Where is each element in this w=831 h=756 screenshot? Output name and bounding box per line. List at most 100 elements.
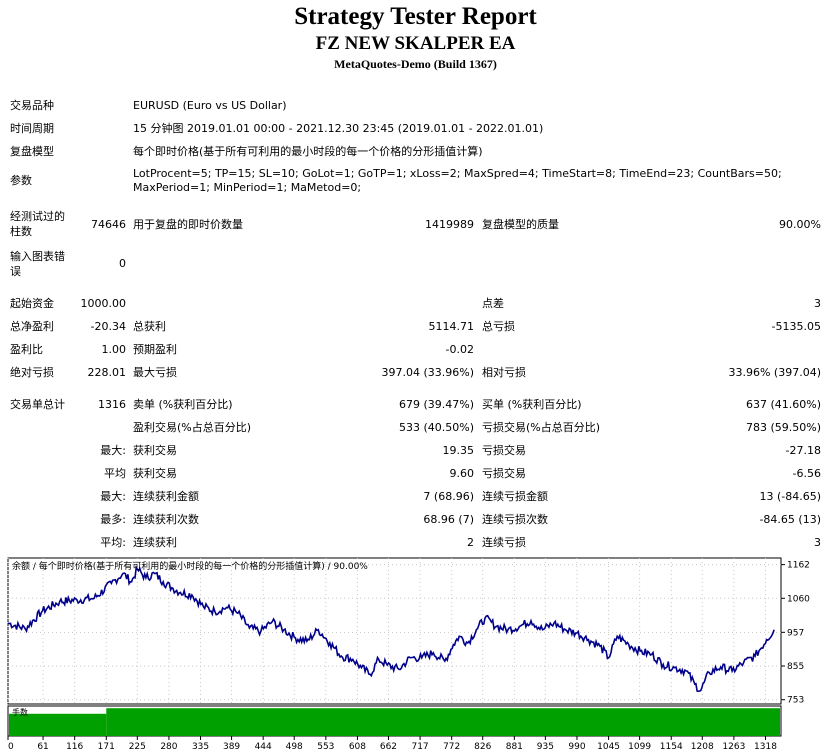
max-drawdown-label: 最大亏损: [133, 366, 177, 379]
x-tick-label: 935: [537, 742, 554, 752]
largest-loss-value: -27.18: [785, 444, 821, 457]
spread-value: 3: [814, 297, 821, 310]
bars-label-2: 柱数: [10, 225, 32, 238]
x-tick-label: 444: [255, 742, 272, 752]
x-tick-label: 225: [129, 742, 146, 752]
x-tick-label: 116: [66, 742, 83, 752]
y-tick-label: 753: [787, 696, 804, 706]
report-title: Strategy Tester Report: [294, 3, 537, 30]
spread-label: 点差: [482, 297, 504, 310]
x-tick-label: 1318: [754, 742, 777, 752]
largest-loss-label: 亏损交易: [482, 444, 526, 457]
y-tick-label: 855: [787, 662, 804, 672]
average-loss-label: 亏损交易: [482, 467, 526, 480]
server-build: MetaQuotes-Demo (Build 1367): [334, 57, 497, 71]
balance-series-line: [7, 565, 775, 693]
x-tick-label: 498: [286, 742, 303, 752]
max-drawdown-value: 397.04 (33.96%): [381, 366, 474, 379]
period-value: 15 分钟图 2019.01.01 00:00 - 2021.12.30 23:…: [133, 122, 544, 135]
consecutive-loss-amount-value: -84.65 (13): [759, 513, 821, 526]
x-tick-label: 881: [506, 742, 523, 752]
expected-payoff-label: 预期盈利: [133, 343, 177, 356]
ticks-value: 1419989: [425, 218, 474, 231]
y-tick-label: 1060: [787, 594, 810, 604]
consecutive-loss-amount-label: 连续亏损次数: [482, 513, 548, 526]
x-tick-label: 335: [192, 742, 209, 752]
bars-value: 74646: [91, 218, 126, 231]
average-consecutive-label: 平均:: [100, 536, 126, 549]
x-tick-label: 608: [349, 742, 366, 752]
consecutive-losses-value: 13 (-84.65): [759, 490, 821, 503]
maximal-label: 最多:: [100, 513, 126, 526]
y-tick-label: 1162: [787, 561, 810, 571]
quality-value: 90.00%: [779, 218, 821, 231]
long-positions-value: 637 (41.60%): [745, 398, 821, 411]
rel-drawdown-value: 33.96% (397.04): [728, 366, 821, 379]
long-positions-label: 买单 (%获利百分比): [482, 398, 582, 411]
x-axis: 0 61 116 171 225 280 335 389 444 498 553 608 662 717 7…: [7, 736, 777, 752]
x-tick-label: 826: [474, 742, 491, 752]
params-line-1: LotProcent=5; TP=15; SL=10; GoLot=1; GoT…: [133, 167, 782, 180]
rel-drawdown-label: 相对亏损: [482, 366, 526, 379]
loss-trades-label: 亏损交易(%占总百分比): [482, 421, 601, 434]
model-label: 复盘模型: [10, 145, 54, 158]
gross-profit-label: 总获利: [133, 320, 166, 333]
symbol-value: EURUSD (Euro vs US Dollar): [133, 99, 287, 112]
abs-drawdown-label: 绝对亏损: [10, 366, 54, 379]
net-profit-value: -20.34: [90, 320, 126, 333]
x-tick-label: 1263: [722, 742, 745, 752]
consecutive-losses-label: 连续亏损金额: [482, 490, 548, 503]
x-tick-label: 662: [380, 742, 397, 752]
x-tick-label: 553: [317, 742, 334, 752]
consecutive-wins-label: 连续获利金额: [133, 490, 199, 503]
profit-factor-value: 1.00: [101, 343, 127, 356]
balance-chart: 余额 / 每个即时价格(基于所有可利用的最小时段的每一个价格的分形插值计算) /…: [7, 557, 810, 752]
x-tick-label: 280: [160, 742, 177, 752]
average-profit-label: 获利交易: [133, 467, 177, 480]
deposit-label: 起始资金: [10, 297, 54, 310]
average-profit-value: 9.60: [449, 467, 475, 480]
avg-consecutive-wins-label: 连续获利: [133, 536, 177, 549]
errors-label-2: 误: [10, 265, 21, 278]
gross-loss-value: -5135.05: [771, 320, 821, 333]
params-line-2: MaxPeriod=1; MinPeriod=1; MaMetod=0;: [133, 181, 362, 194]
expected-payoff-value: -0.02: [445, 343, 474, 356]
total-trades-value: 1316: [98, 398, 126, 411]
maximum-label: 最大:: [100, 490, 126, 503]
chart-plot-frame: [7, 557, 782, 705]
total-trades-label: 交易单总计: [10, 398, 65, 411]
volume-bar: [106, 708, 780, 736]
gross-profit-value: 5114.71: [428, 320, 475, 333]
x-tick-label: 1045: [597, 742, 620, 752]
abs-drawdown-value: 228.01: [87, 366, 127, 379]
symbol-label: 交易品种: [10, 99, 54, 112]
x-tick-label: 990: [568, 742, 585, 752]
consecutive-profit-label: 连续获利次数: [133, 513, 199, 526]
profit-trades-label: 盈利交易(%占总百分比): [133, 421, 252, 434]
deposit-value: 1000.00: [80, 297, 127, 310]
profit-factor-label: 盈利比: [10, 343, 43, 356]
period-label: 时间周期: [10, 122, 54, 135]
average-loss-value: -6.56: [792, 467, 821, 480]
x-tick-label: 772: [443, 742, 460, 752]
y-axis: 753 855 957 1060 1162: [781, 561, 810, 706]
average-label: 平均: [104, 467, 126, 480]
y-tick-label: 957: [787, 628, 804, 638]
short-positions-label: 卖单 (%获利百分比): [133, 398, 233, 411]
bars-label-1: 经测试过的: [10, 210, 65, 223]
x-tick-label: 1208: [691, 742, 714, 752]
largest-label: 最大:: [100, 444, 126, 457]
volume-label: 手数: [12, 707, 28, 717]
short-positions-value: 679 (39.47%): [398, 398, 474, 411]
largest-profit-value: 19.35: [442, 444, 475, 457]
x-tick-label: 717: [411, 742, 428, 752]
params-label: 参数: [10, 174, 32, 187]
loss-trades-value: 783 (59.50%): [745, 421, 821, 434]
profit-trades-value: 533 (40.50%): [398, 421, 474, 434]
avg-consecutive-wins-value: 2: [467, 536, 474, 549]
consecutive-profit-value: 68.96 (7): [423, 513, 474, 526]
avg-consecutive-losses-label: 连续亏损: [482, 536, 526, 549]
x-tick-label: 61: [37, 742, 48, 752]
chart-title: 余额 / 每个即时价格(基于所有可利用的最小时段的每一个价格的分形插值计算) /…: [12, 560, 368, 572]
gross-loss-label: 总亏损: [482, 320, 515, 333]
